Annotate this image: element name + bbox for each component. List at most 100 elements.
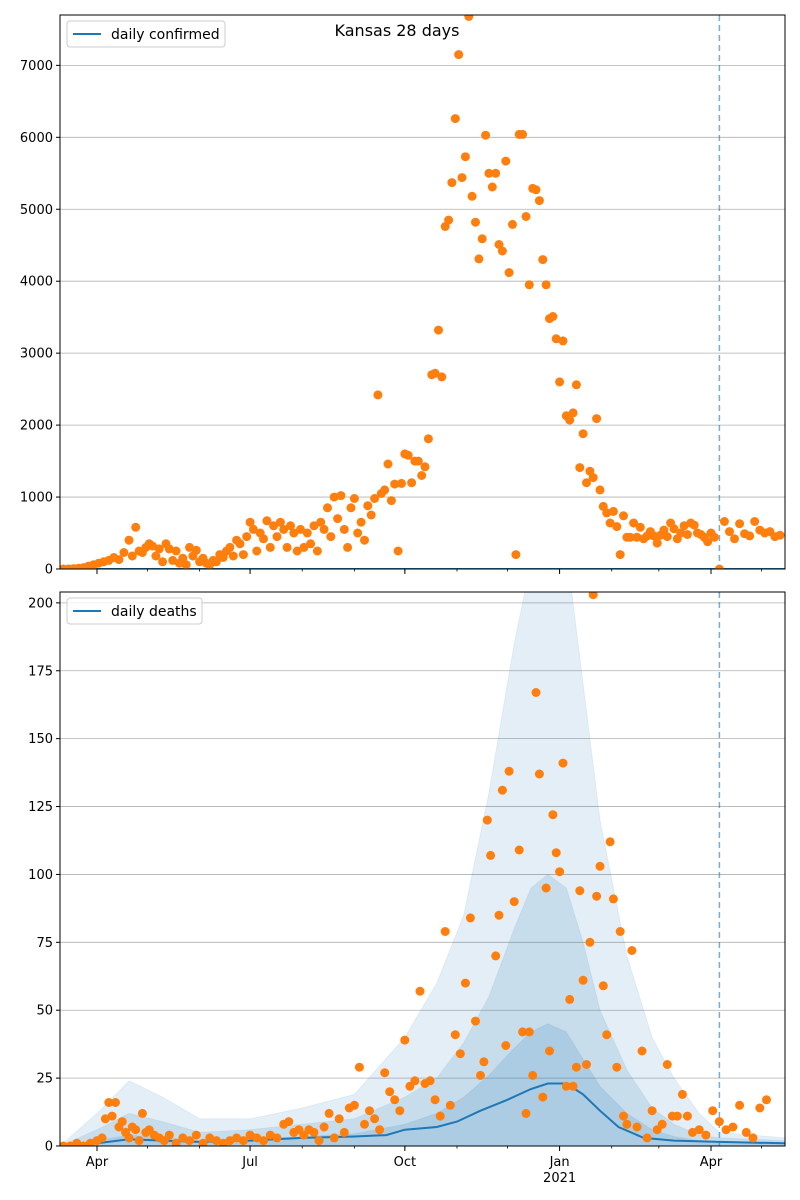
observed-point [323,503,332,513]
observed-point [555,377,565,387]
observed-point [548,810,558,820]
observed-point [435,1111,445,1121]
observed-point [647,1106,657,1116]
y-tick-label: 1000 [20,491,53,506]
observed-point [286,521,295,531]
observed-point [370,494,380,503]
observed-point [652,538,662,548]
observed-point [719,517,729,526]
observed-point [185,542,194,552]
observed-point [588,592,598,600]
observed-point [154,544,164,554]
observed-point [450,114,460,124]
observed-point [232,1133,242,1143]
observed-point [326,532,336,542]
observed-point [457,173,467,183]
deaths-legend: daily deaths [66,597,203,625]
observed-point [131,522,141,532]
band-inner [60,1023,785,1146]
band-outer [60,592,785,1146]
observed-point [272,1133,282,1143]
deaths-legend-label: daily deaths [111,604,197,620]
chart-title: Kansas 28 days [335,21,460,40]
observed-point [97,1133,107,1143]
observed-point [363,501,373,511]
observed-point [558,758,568,768]
observed-point [127,551,137,561]
observed-point [410,1076,420,1086]
observed-point [662,1060,672,1069]
observed-point [612,1062,622,1072]
y-tick-label: 6000 [20,131,53,146]
observed-point [171,1138,181,1146]
observed-point [714,564,724,569]
observed-point [79,1141,88,1146]
y-tick-label: 7000 [20,59,53,74]
observed-point [479,1057,489,1067]
observed-point [339,1127,349,1137]
observed-point [349,494,359,503]
observed-point [272,532,282,542]
observed-point [501,156,511,166]
observed-point [289,528,299,538]
observed-point [689,520,699,530]
observed-point [454,50,464,60]
observed-point [343,542,353,552]
observed-point [578,975,588,985]
observed-point [393,546,403,556]
observed-point [694,1125,704,1135]
observed-point [575,463,585,473]
observed-point [518,129,528,139]
observed-point [111,1098,120,1107]
observed-point [333,514,343,524]
observed-point [677,1089,687,1099]
observed-point [514,845,524,855]
observed-point [365,1106,374,1116]
y-tick-label: 100 [28,868,53,883]
observed-point [455,1049,465,1059]
observed-point [625,532,635,542]
observed-point [682,530,692,539]
observed-point [619,511,628,521]
observed-point [642,1133,652,1143]
observed-point [319,1122,329,1132]
observed-point [494,910,504,920]
x-tick-label: Oct [394,1155,416,1170]
observed-point [336,491,346,501]
observed-point [748,1133,758,1143]
observed-point [725,527,734,537]
x-tick-label: Apr [86,1155,109,1170]
observed-point [474,254,484,264]
observed-point [434,325,443,335]
observed-point [124,535,134,545]
observed-point [312,546,322,556]
observed-point [619,1111,628,1121]
observed-point [284,1117,294,1127]
observed-point [467,191,477,201]
observed-point [262,516,272,526]
x-year-label: 2021 [543,1171,576,1186]
observed-point [477,234,487,244]
observed-point [403,450,413,460]
observed-point [615,927,625,936]
observed-point [329,1133,339,1143]
observed-point [538,255,548,265]
observed-point [164,544,174,554]
confirmed-axes-frame [59,14,786,570]
observed-point [395,1106,405,1116]
observed-point [191,545,201,555]
observed-point [632,1122,642,1132]
observed-point [585,937,595,947]
observed-point [269,521,279,531]
observed-point [185,1136,194,1146]
observed-point [134,1136,144,1146]
observed-point [252,546,262,556]
observed-point [501,1041,511,1050]
deaths-observed-points [60,592,771,1146]
observed-point [383,459,393,469]
observed-point [316,517,326,527]
observed-point [511,550,521,560]
observed-point [531,688,541,697]
observed-point [534,196,544,206]
x-tick-label: Jul [241,1155,258,1170]
